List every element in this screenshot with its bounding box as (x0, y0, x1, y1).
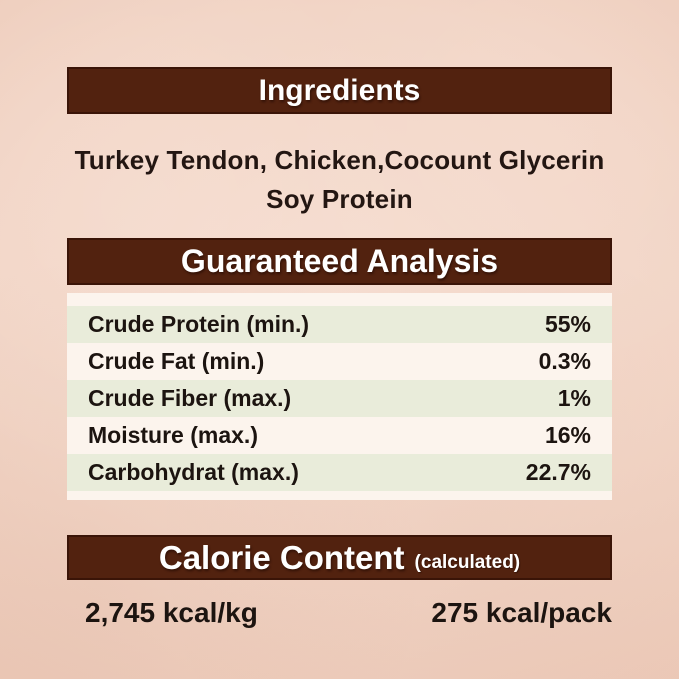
row-value: 55% (544, 311, 591, 337)
row-value: 0.3% (538, 348, 591, 374)
table-row: Crude Fat (min.) 0.3% (67, 343, 612, 380)
row-value: 1% (557, 385, 591, 411)
calorie-values-row: 2,745 kcal/kg 275 kcal/pack (67, 597, 612, 629)
kcal-per-pack-value: 275 kcal/pack (431, 597, 612, 628)
row-label: Crude Fiber (max.) (88, 385, 292, 411)
ingredients-list: Turkey Tendon, Chicken,Cocount Glycerin … (0, 141, 679, 219)
row-label: Moisture (max.) (88, 422, 258, 448)
guaranteed-analysis-table: Crude Protein (min.) 55% Crude Fat (min.… (67, 293, 612, 500)
row-label: Carbohydrat (max.) (88, 459, 299, 485)
ingredients-line-1: Turkey Tendon, Chicken,Cocount Glycerin (74, 145, 605, 175)
row-value: 16% (544, 422, 591, 448)
row-label: Crude Fat (min.) (88, 348, 265, 374)
kcal-per-kg-value: 2,745 kcal/kg (85, 597, 258, 628)
ingredients-title: Ingredients (258, 73, 421, 107)
table-row: Crude Protein (min.) 55% (67, 306, 612, 343)
row-label: Crude Protein (min.) (88, 311, 310, 337)
row-value: 22.7% (525, 459, 591, 485)
ingredients-header-bar: Ingredients (67, 67, 612, 114)
guaranteed-analysis-title: Guaranteed Analysis (180, 243, 499, 279)
table-row: Moisture (max.) 16% (67, 417, 612, 454)
calorie-content-header-bar: Calorie Content (calculated) (67, 535, 612, 580)
table-row: Crude Fiber (max.) 1% (67, 380, 612, 417)
guaranteed-analysis-header-bar: Guaranteed Analysis (67, 238, 612, 285)
calorie-content-title: Calorie Content (158, 538, 405, 576)
calorie-content-subtitle: (calculated) (414, 551, 521, 573)
table-row: Carbohydrat (max.) 22.7% (67, 454, 612, 491)
ingredients-line-2: Soy Protein (266, 184, 413, 214)
